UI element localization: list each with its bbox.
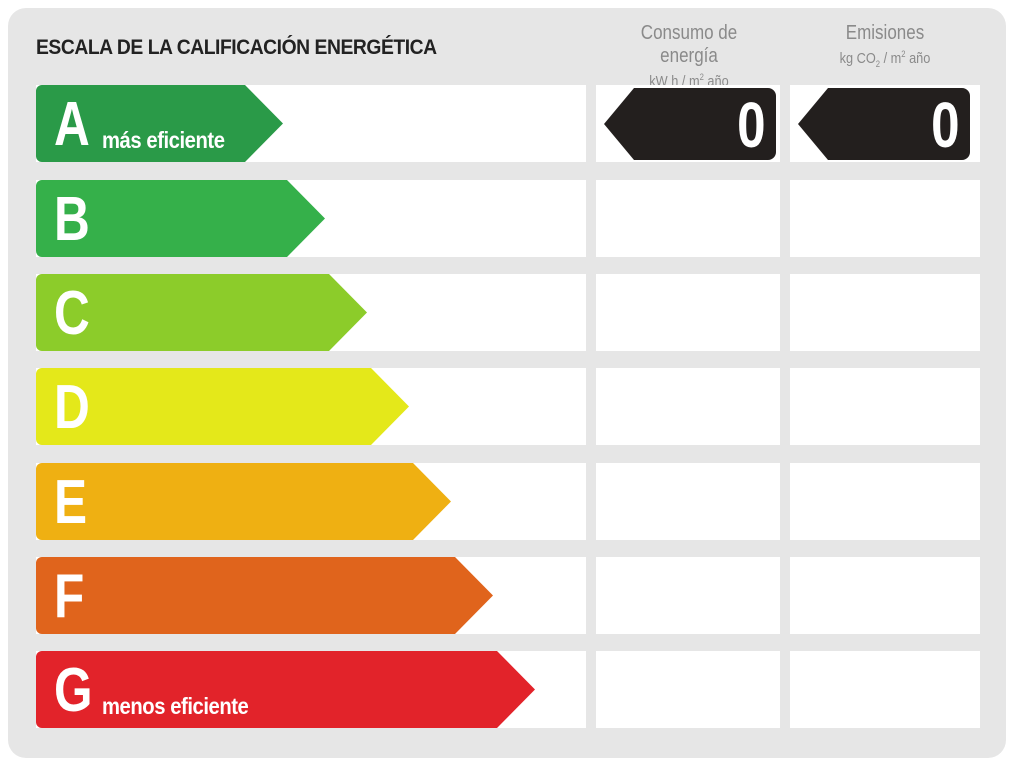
consumo-heading: Consumo de energía — [640, 22, 738, 67]
emisiones-indicator: 0 — [798, 88, 970, 160]
emisiones-cell-g — [790, 651, 980, 728]
rating-letter: D — [54, 373, 90, 442]
rating-letter: B — [54, 185, 90, 254]
rating-arrow-f: F — [36, 557, 493, 634]
rating-letter: A — [54, 90, 90, 159]
consumo-indicator: 0 — [604, 88, 776, 160]
consumo-cell-d — [596, 368, 780, 445]
emisiones-header: Emisiones kg CO2 / m2 año — [790, 22, 980, 69]
rating-letter: G — [54, 656, 93, 725]
rating-label: menos eficiente — [102, 693, 249, 719]
rating-label: más eficiente — [102, 127, 225, 153]
rating-arrow-d: D — [36, 368, 409, 445]
emisiones-cell-f — [790, 557, 980, 634]
rating-arrow-a: A más eficiente — [36, 85, 283, 162]
rating-arrow-g: G menos eficiente — [36, 651, 535, 728]
emisiones-unit: kg CO2 / m2 año — [839, 49, 931, 69]
rating-letter: E — [54, 468, 88, 537]
rating-letter: F — [54, 562, 85, 631]
consumo-header: Consumo de energía kW h / m2 año — [596, 22, 782, 90]
emisiones-cell-d — [790, 368, 980, 445]
consumo-cell-e — [596, 463, 780, 540]
consumo-cell-f — [596, 557, 780, 634]
emisiones-heading: Emisiones — [845, 22, 925, 44]
rating-letter: C — [54, 279, 90, 348]
consumo-value: 0 — [737, 89, 766, 161]
rating-arrow-c: C — [36, 274, 367, 351]
rating-arrow-e: E — [36, 463, 451, 540]
label-title: ESCALA DE LA CALIFICACIÓN ENERGÉTICA — [36, 36, 437, 59]
emisiones-cell-c — [790, 274, 980, 351]
emisiones-cell-b — [790, 180, 980, 257]
rating-arrow-b: B — [36, 180, 325, 257]
emisiones-value: 0 — [931, 89, 960, 161]
consumo-cell-g — [596, 651, 780, 728]
consumo-cell-b — [596, 180, 780, 257]
consumo-cell-c — [596, 274, 780, 351]
emisiones-cell-e — [790, 463, 980, 540]
